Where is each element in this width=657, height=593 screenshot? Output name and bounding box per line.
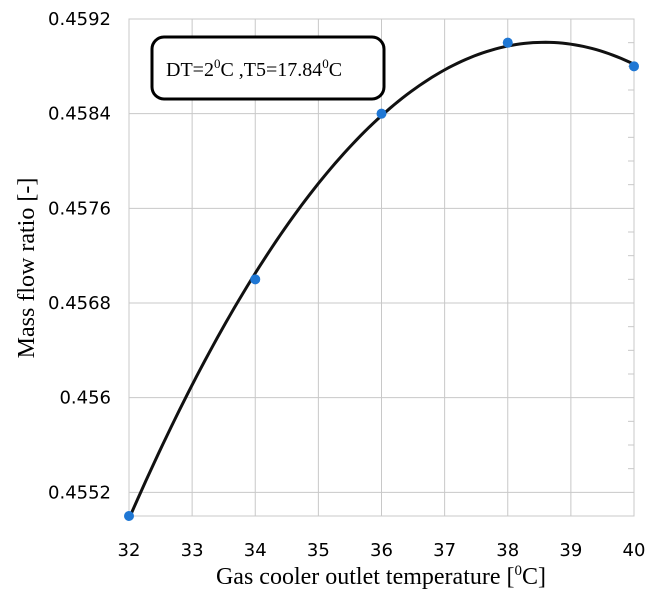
y-tick-label: 0.4568 [48, 293, 111, 314]
annotation-box: DT=20C ,T5=17.840C [150, 35, 386, 101]
y-tick-label: 0.4592 [48, 9, 111, 30]
y-tick-label: 0.4552 [48, 482, 111, 503]
x-axis-title-degree: 0 [515, 563, 523, 579]
annotation-degree-2: 0 [322, 56, 329, 71]
x-tick-label: 34 [244, 540, 267, 561]
x-axis-title-main: Gas cooler outlet temperature [ [216, 564, 515, 590]
x-tick-label: 38 [496, 540, 519, 561]
x-tick-label: 32 [118, 540, 141, 561]
annotation-frame [150, 35, 386, 101]
x-tick-label: 35 [307, 540, 330, 561]
y-tick-label: 0.4584 [48, 104, 111, 125]
y-tick-label: 0.456 [59, 388, 111, 409]
minor-y-ticks [628, 42, 634, 470]
annotation-part2: C ,T5=17.84 [220, 59, 322, 81]
data-point [376, 108, 387, 119]
x-tick-label: 37 [433, 540, 456, 561]
y-tick-label: 0.4576 [48, 198, 111, 219]
y-tick-labels: 0.4552 0.456 0.4568 0.4576 0.4584 0.4592 [48, 9, 111, 503]
x-axis-title: Gas cooler outlet temperature [0C] [216, 563, 546, 590]
data-point [250, 274, 261, 285]
data-points [124, 37, 639, 521]
plot-frame [128, 18, 635, 517]
data-point [629, 61, 639, 72]
x-tick-label: 36 [370, 540, 393, 561]
annotation-degree-1: 0 [214, 56, 221, 71]
y-axis-title: Mass flow ratio [-] [14, 178, 40, 359]
x-tick-labels: 32 33 34 35 36 37 38 39 40 [118, 540, 646, 561]
x-tick-label: 33 [181, 540, 204, 561]
annotation-part3: C [329, 59, 342, 81]
x-tick-label: 40 [623, 540, 646, 561]
annotation-part1: DT=2 [166, 59, 214, 81]
data-point [124, 511, 134, 521]
x-axis-title-unit: C] [522, 564, 546, 590]
x-tick-label: 39 [559, 540, 582, 561]
annotation-text: DT=20C ,T5=17.840C [166, 56, 342, 81]
data-point [502, 37, 513, 48]
